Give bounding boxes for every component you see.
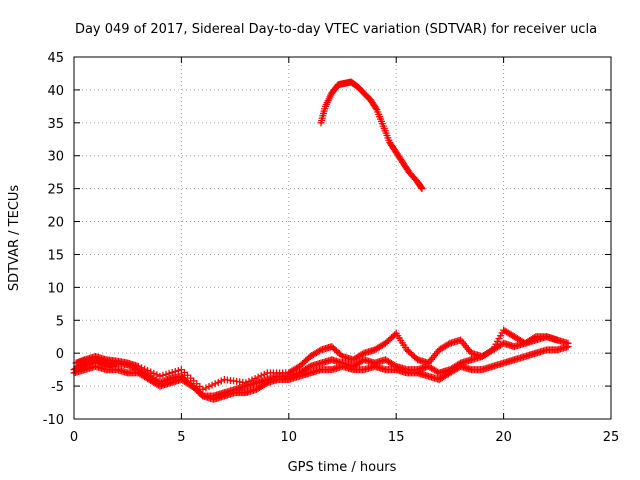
y-tick-label: 35 bbox=[47, 117, 64, 132]
plot-border bbox=[73, 56, 612, 420]
x-tick-label: 10 bbox=[281, 430, 298, 445]
data-point bbox=[144, 367, 152, 375]
x-axis-label: GPS time / hours bbox=[288, 460, 397, 475]
data-point bbox=[217, 377, 225, 385]
data-point bbox=[305, 363, 313, 371]
data-point bbox=[372, 104, 380, 112]
data-point bbox=[245, 377, 253, 385]
data-point bbox=[251, 375, 259, 383]
series-lower-band bbox=[70, 343, 572, 403]
data-point bbox=[159, 371, 167, 379]
y-tick-label: 0 bbox=[56, 347, 64, 362]
chart-title: Day 049 of 2017, Sidereal Day-to-day VTE… bbox=[75, 22, 597, 37]
y-tick-label: 10 bbox=[47, 281, 64, 296]
data-point bbox=[553, 336, 561, 344]
data-point bbox=[134, 362, 142, 370]
y-tick-label: 5 bbox=[56, 314, 64, 329]
data-point bbox=[262, 380, 270, 388]
data-point bbox=[254, 373, 262, 381]
data-point bbox=[444, 340, 452, 348]
data-point bbox=[564, 343, 572, 351]
x-tick-label: 20 bbox=[495, 430, 512, 445]
series-upper-band bbox=[72, 326, 561, 393]
data-point bbox=[530, 334, 538, 342]
y-tick-label: 25 bbox=[47, 183, 64, 198]
axis-ticks: 0 5 10 15 20 25 -10 -5 0 5 10 15 20 25 30 35 40 45 bbox=[43, 51, 620, 445]
data-points bbox=[70, 78, 572, 403]
y-tick-label: 15 bbox=[47, 248, 64, 263]
x-tick-label: 25 bbox=[603, 430, 620, 445]
y-tick-label: 45 bbox=[47, 51, 64, 66]
x-tick-label: 5 bbox=[177, 430, 185, 445]
data-point bbox=[153, 371, 161, 379]
series-arc-high bbox=[317, 78, 426, 193]
data-point bbox=[156, 372, 164, 380]
data-point bbox=[171, 368, 179, 376]
data-point bbox=[257, 372, 265, 380]
data-point bbox=[205, 383, 213, 391]
data-point bbox=[487, 347, 495, 355]
data-point bbox=[208, 381, 216, 389]
data-point bbox=[141, 365, 149, 373]
data-point bbox=[260, 370, 268, 378]
y-tick-label: 30 bbox=[47, 150, 64, 165]
data-point bbox=[168, 368, 176, 376]
data-point bbox=[199, 385, 207, 393]
data-point bbox=[211, 380, 219, 388]
y-tick-label: -5 bbox=[51, 380, 64, 395]
y-tick-label: 20 bbox=[47, 216, 64, 231]
data-point bbox=[174, 367, 182, 375]
data-point bbox=[165, 369, 173, 377]
data-point bbox=[150, 369, 158, 377]
data-point bbox=[162, 370, 170, 378]
y-axis-label: SDTVAR / TECUs bbox=[7, 185, 22, 292]
data-point bbox=[147, 368, 155, 376]
data-point bbox=[391, 331, 399, 339]
x-tick-label: 15 bbox=[388, 430, 405, 445]
data-point bbox=[418, 185, 426, 193]
data-point bbox=[315, 347, 323, 355]
data-point bbox=[202, 384, 210, 392]
data-point bbox=[242, 379, 250, 387]
x-tick-label: 0 bbox=[70, 430, 78, 445]
data-point bbox=[138, 364, 146, 372]
y-tick-label: -10 bbox=[43, 413, 64, 428]
data-point bbox=[248, 376, 256, 384]
data-point bbox=[358, 350, 366, 358]
data-point bbox=[214, 378, 222, 386]
y-tick-label: 40 bbox=[47, 84, 64, 99]
